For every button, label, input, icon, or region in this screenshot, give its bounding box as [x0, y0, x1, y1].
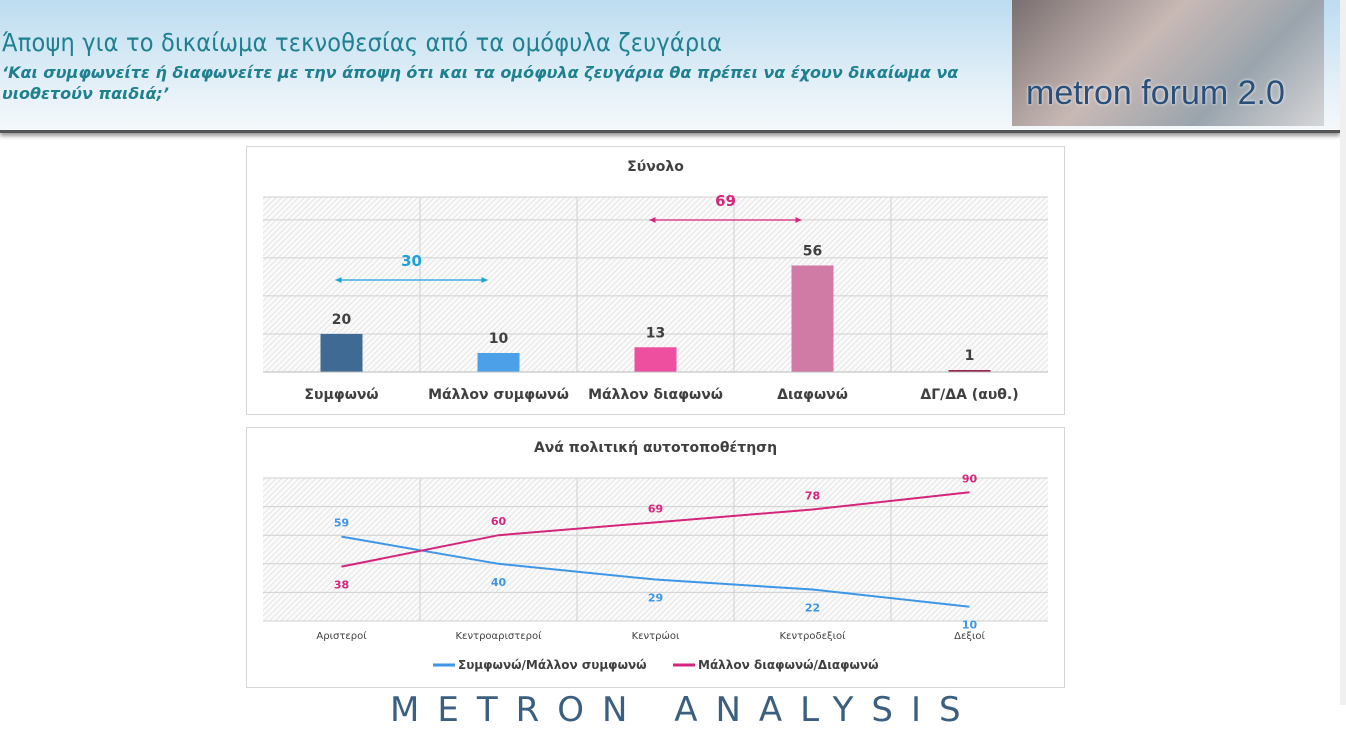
bar-value-label: 13 [646, 325, 665, 341]
metron-forum-logo: metron forum 2.0 [1012, 0, 1324, 126]
bar [948, 370, 991, 372]
bar-chart-panel: Σύνολο 20 Συμφωνώ 10 Μάλλον συμφωνώ 13 Μάλλον… [246, 146, 1065, 415]
series-line [341, 535, 970, 608]
plot-area [263, 197, 1048, 372]
bar [791, 265, 834, 372]
bar-value-label: 10 [489, 331, 509, 347]
data-label: 38 [334, 579, 349, 592]
legend-label: Μάλλον διαφωνώ/Διαφωνώ [698, 658, 879, 672]
plot-area [263, 478, 1048, 621]
category-label: Δεξιοί [954, 630, 985, 642]
category-label: Αριστεροί [316, 630, 367, 642]
range-sum-label: 69 [715, 192, 736, 210]
page-subtitle: ‘Και συμφωνείτε ή διαφωνείτε με την άποψ… [2, 63, 959, 103]
category-label: Μάλλον συμφωνώ [428, 387, 569, 403]
data-label: 10 [962, 619, 978, 632]
line-chart-title: Ανά πολιτική αυτοτοποθέτηση [533, 440, 778, 456]
line-chart-panel: Ανά πολιτική αυτοτοποθέτηση Αριστεροί Κεν… [246, 427, 1065, 688]
category-label: ΔΓ/ΔΑ (αυθ.) [920, 387, 1018, 403]
scrollbar[interactable] [1340, 0, 1346, 705]
category-label: Μάλλον διαφωνώ [588, 387, 723, 403]
category-label: Κεντρώοι [632, 630, 680, 642]
data-label: 78 [805, 489, 820, 502]
bar-value-label: 56 [803, 243, 822, 259]
bar-chart: 20 Συμφωνώ 10 Μάλλον συμφωνώ 13 Μάλλον διαφων… [263, 192, 1048, 403]
logo-text: metron forum 2.0 [1026, 74, 1285, 112]
legend-label: Συμφωνώ/Μάλλον συμφωνώ [458, 658, 647, 672]
category-label: Κεντροαριστεροί [456, 630, 543, 642]
page-title: Άποψη για το δικαίωμα τεκνοθεσίας από τα… [2, 28, 723, 57]
data-label: 69 [648, 502, 663, 515]
bar [634, 347, 677, 372]
data-label: 60 [491, 515, 507, 528]
series-line [341, 491, 970, 568]
bar [320, 333, 363, 372]
category-label: Κεντροδεξιοί [779, 630, 846, 642]
bar [477, 352, 520, 372]
bar-value-label: 1 [965, 348, 975, 364]
bar-value-label: 20 [332, 312, 352, 328]
line-chart: Αριστεροί Κεντροαριστεροί Κεντρώοι Κεντροδε… [263, 472, 1048, 672]
data-label: 29 [648, 592, 663, 605]
data-label: 59 [334, 517, 349, 530]
data-label: 40 [491, 576, 507, 589]
bar-chart-title: Σύνολο [627, 159, 684, 175]
data-label: 22 [805, 602, 820, 615]
header: Άποψη για το δικαίωμα τεκνοθεσίας από τα… [0, 0, 1340, 133]
data-label: 90 [962, 472, 978, 485]
range-sum-label: 30 [401, 252, 422, 270]
category-label: Συμφωνώ [304, 387, 378, 403]
category-label: Διαφωνώ [777, 387, 848, 403]
metron-analysis-logo: METRON ANALYSIS [390, 690, 979, 730]
